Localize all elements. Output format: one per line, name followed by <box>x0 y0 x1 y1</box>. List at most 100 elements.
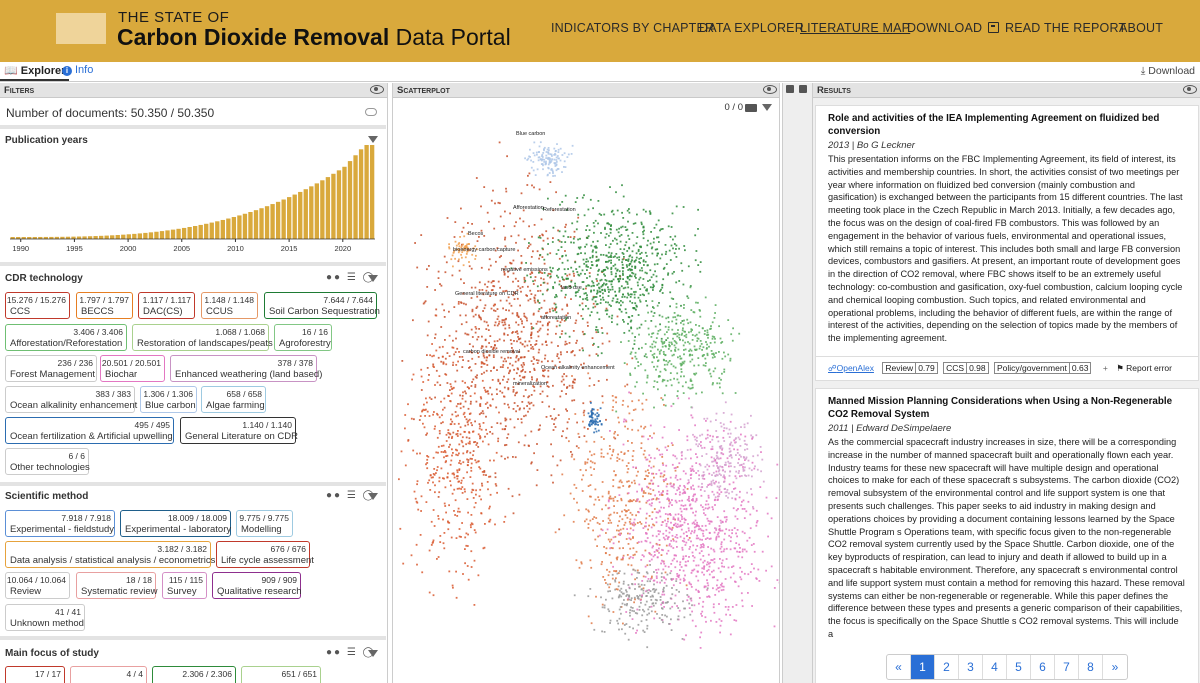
scatter-point[interactable] <box>609 513 612 516</box>
scatter-point[interactable] <box>484 339 487 342</box>
scatter-point[interactable] <box>762 480 765 483</box>
scatter-point[interactable] <box>435 308 438 311</box>
scatter-point[interactable] <box>450 392 453 395</box>
scatter-point[interactable] <box>633 343 636 345</box>
scatter-point[interactable] <box>682 532 685 535</box>
scatter-point[interactable] <box>451 472 454 475</box>
scatter-point[interactable] <box>751 605 753 607</box>
scatter-point[interactable] <box>682 206 685 208</box>
scatter-point[interactable] <box>507 296 510 299</box>
scatter-point[interactable] <box>612 497 615 500</box>
scatter-point[interactable] <box>612 565 614 568</box>
scatter-point[interactable] <box>475 400 478 403</box>
scatter-point[interactable] <box>684 472 687 475</box>
scatter-point[interactable] <box>739 566 742 569</box>
scatter-point[interactable] <box>436 469 438 472</box>
scatter-point[interactable] <box>466 565 469 567</box>
scatter-point[interactable] <box>703 417 706 420</box>
scatter-point[interactable] <box>650 610 653 613</box>
scatter-point[interactable] <box>564 250 566 252</box>
scatter-point[interactable] <box>476 248 479 251</box>
scatter-point[interactable] <box>585 285 588 288</box>
scatter-point[interactable] <box>513 225 516 228</box>
scatter-point[interactable] <box>490 426 493 428</box>
scatter-point[interactable] <box>592 295 595 298</box>
scatter-point[interactable] <box>621 518 624 521</box>
scatter-point[interactable] <box>622 485 625 487</box>
scatter-point[interactable] <box>611 314 614 317</box>
scatter-point[interactable] <box>689 546 691 548</box>
scatter-point[interactable] <box>439 283 441 285</box>
scatter-point[interactable] <box>684 457 687 460</box>
scatter-point[interactable] <box>585 287 587 290</box>
scatter-point[interactable] <box>697 537 700 540</box>
scatter-point[interactable] <box>715 529 718 531</box>
scatter-point[interactable] <box>492 280 495 282</box>
scatter-point[interactable] <box>665 584 668 587</box>
scatter-point[interactable] <box>670 363 673 366</box>
scatter-point[interactable] <box>642 392 644 395</box>
scatter-point[interactable] <box>690 487 693 490</box>
scatter-point[interactable] <box>700 529 703 532</box>
nav-read-report[interactable]: READ THE REPORT <box>988 21 1126 35</box>
scatter-point[interactable] <box>713 531 716 534</box>
scatter-point[interactable] <box>526 274 529 277</box>
scatter-point[interactable] <box>458 535 461 538</box>
scatter-point[interactable] <box>533 389 536 392</box>
scatter-point[interactable] <box>639 594 641 597</box>
scatter-point[interactable] <box>471 424 473 427</box>
scatter-point[interactable] <box>661 521 664 524</box>
scatter-point[interactable] <box>663 470 666 473</box>
scatter-point[interactable] <box>683 607 685 610</box>
scatter-point[interactable] <box>719 631 721 634</box>
scatter-point[interactable] <box>703 473 706 476</box>
scatter-point[interactable] <box>483 546 486 549</box>
scatter-point[interactable] <box>658 547 660 550</box>
scatter-point[interactable] <box>460 246 463 249</box>
scatter-point[interactable] <box>436 381 439 384</box>
scatter-point[interactable] <box>535 359 538 361</box>
scatter-point[interactable] <box>682 362 685 365</box>
scatter-point[interactable] <box>626 363 628 366</box>
scatter-point[interactable] <box>589 267 592 269</box>
scatter-point[interactable] <box>494 523 496 526</box>
scatter-point[interactable] <box>520 364 523 366</box>
scatter-point[interactable] <box>553 408 556 410</box>
scatter-point[interactable] <box>650 605 653 608</box>
scatter-point[interactable] <box>701 447 703 449</box>
scatter-point[interactable] <box>509 357 512 359</box>
scatter-point[interactable] <box>700 504 702 507</box>
scatter-point[interactable] <box>700 631 703 634</box>
scatter-point[interactable] <box>448 243 450 246</box>
scatter-point[interactable] <box>695 472 698 474</box>
scatter-point[interactable] <box>670 341 673 344</box>
scatter-point[interactable] <box>684 341 687 344</box>
scatter-point[interactable] <box>608 280 611 283</box>
scatter-point[interactable] <box>527 299 530 302</box>
scatter-point[interactable] <box>700 612 702 615</box>
scatter-point[interactable] <box>446 352 449 354</box>
scatter-point[interactable] <box>662 568 665 571</box>
scatter-point[interactable] <box>444 486 447 489</box>
scatter-point[interactable] <box>441 414 443 417</box>
scatter-point[interactable] <box>629 499 632 501</box>
scatter-point[interactable] <box>530 337 533 339</box>
scatter-point[interactable] <box>693 493 695 496</box>
scatter-point[interactable] <box>695 392 698 395</box>
scatter-point[interactable] <box>450 423 453 425</box>
scatter-point[interactable] <box>652 545 654 547</box>
scatter-point[interactable] <box>627 316 630 318</box>
scatter-point[interactable] <box>456 469 459 472</box>
scatter-point[interactable] <box>453 476 456 479</box>
scatter-point[interactable] <box>489 493 492 496</box>
scatter-point[interactable] <box>551 360 554 363</box>
scatter-point[interactable] <box>706 561 709 564</box>
scatter-point[interactable] <box>689 321 692 324</box>
scatter-point[interactable] <box>744 435 747 438</box>
scatter-point[interactable] <box>755 578 758 580</box>
scatter-point[interactable] <box>651 436 653 439</box>
scatter-point[interactable] <box>630 564 633 567</box>
scatter-point[interactable] <box>652 523 654 526</box>
scatter-point[interactable] <box>631 618 634 620</box>
histogram-bar[interactable] <box>115 235 120 239</box>
